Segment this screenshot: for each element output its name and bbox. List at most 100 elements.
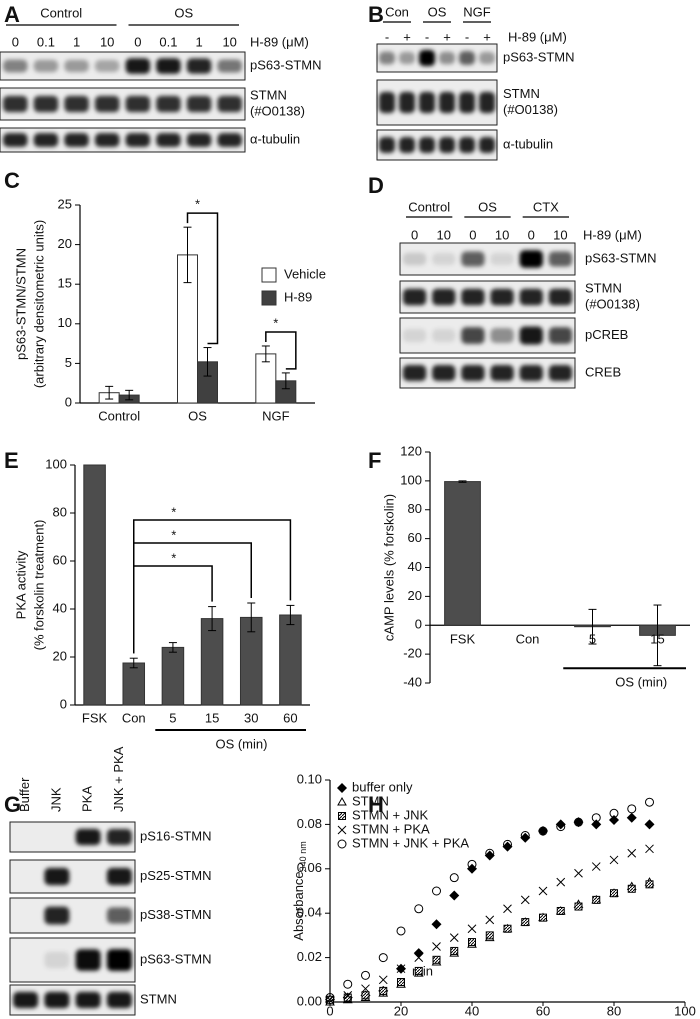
point [627, 884, 636, 893]
bar [279, 614, 302, 706]
bar [122, 662, 146, 706]
point [556, 822, 566, 832]
x-tick-label: 5 [589, 632, 596, 647]
x-tick-label: NGF [262, 408, 290, 423]
lane-unit: H-89 (μM) [583, 227, 642, 242]
error-bar [203, 347, 212, 377]
y-tick-label: 0.08 [297, 816, 322, 831]
point [343, 979, 353, 989]
band [432, 365, 456, 381]
panel-letter: B [368, 2, 384, 27]
x-tick-label: OS [188, 408, 207, 423]
band [13, 991, 39, 1009]
group-label: OS (min) [615, 675, 667, 690]
error-bar [125, 389, 134, 401]
band [461, 251, 485, 267]
group-label: Con [385, 4, 409, 19]
group-label: NGF [463, 4, 491, 19]
point [413, 948, 424, 959]
bar [83, 464, 106, 706]
y-tick-label: 20 [408, 588, 422, 603]
point [467, 859, 477, 869]
blot-strip [376, 43, 498, 73]
band [44, 991, 70, 1009]
significance-star: * [195, 197, 200, 212]
panel-letter: C [4, 168, 20, 193]
blot-strip [9, 937, 136, 983]
row-label: CREB [585, 364, 621, 379]
point [538, 886, 548, 896]
y-axis-label: cAMP levels (% forskolin) [381, 494, 396, 641]
legend-marker [338, 812, 346, 820]
band [106, 991, 132, 1009]
row-label: (#O0138) [585, 296, 640, 311]
point [485, 915, 495, 925]
error-bar [458, 480, 467, 483]
row-label: STMN [585, 280, 622, 295]
point [378, 953, 388, 963]
row-label: pS38-STMN [140, 907, 212, 922]
legend-label: STMN + PKA [352, 821, 430, 836]
lane-label: 0 [12, 34, 19, 49]
error-bar [208, 606, 217, 632]
y-tick-label: 40 [53, 600, 67, 615]
point [449, 933, 459, 942]
y-tick-label: -40 [403, 674, 422, 689]
error-bar [261, 345, 270, 363]
point [591, 813, 601, 823]
band [479, 137, 495, 153]
significance-star: * [171, 550, 176, 565]
point [591, 862, 601, 871]
lane-label: 0 [528, 227, 535, 242]
band [490, 328, 514, 343]
point [485, 931, 494, 940]
point [467, 924, 477, 934]
point [626, 812, 637, 823]
y-tick-label: 0.06 [297, 860, 322, 875]
point [539, 913, 547, 922]
blot-strip [399, 242, 576, 276]
x-tick-label: 40 [465, 1003, 479, 1018]
group-label: Control [40, 5, 82, 20]
significance-bracket [186, 212, 219, 345]
lane-label: + [403, 29, 411, 44]
point [503, 839, 512, 849]
x-tick-label: 60 [536, 1003, 550, 1018]
panel-letter: H [368, 792, 384, 817]
band [94, 60, 120, 72]
band [419, 137, 435, 153]
point [450, 946, 459, 955]
error-bar [168, 642, 177, 653]
y-tick-label: 20 [58, 236, 72, 251]
band [490, 365, 514, 381]
row-label: STMN [140, 991, 177, 1006]
band [379, 51, 395, 65]
band [106, 829, 132, 845]
x-tick-label: 0 [326, 1003, 333, 1018]
row-label: (#O0138) [503, 102, 558, 117]
point [325, 993, 335, 1003]
point [503, 904, 512, 914]
legend-swatch [261, 267, 277, 283]
y-tick-label: 15 [58, 276, 72, 291]
band [44, 906, 70, 925]
band [459, 51, 475, 65]
band [402, 252, 427, 266]
row-label: STMN [250, 87, 287, 102]
point [520, 832, 531, 843]
band [125, 133, 151, 147]
x-tick-label: FSK [450, 632, 476, 647]
group-label: OS [174, 5, 193, 20]
row-label: pS63-STMN [503, 49, 575, 64]
y-tick-label: 0 [415, 617, 422, 632]
lane-unit: H-89 (μM) [250, 34, 309, 49]
point [432, 942, 441, 951]
band [186, 133, 212, 147]
y-tick-label: -20 [403, 646, 422, 661]
band [64, 59, 89, 73]
band [439, 51, 455, 65]
band [186, 95, 212, 113]
x-tick-label: Con [516, 632, 540, 647]
point [361, 991, 370, 1000]
